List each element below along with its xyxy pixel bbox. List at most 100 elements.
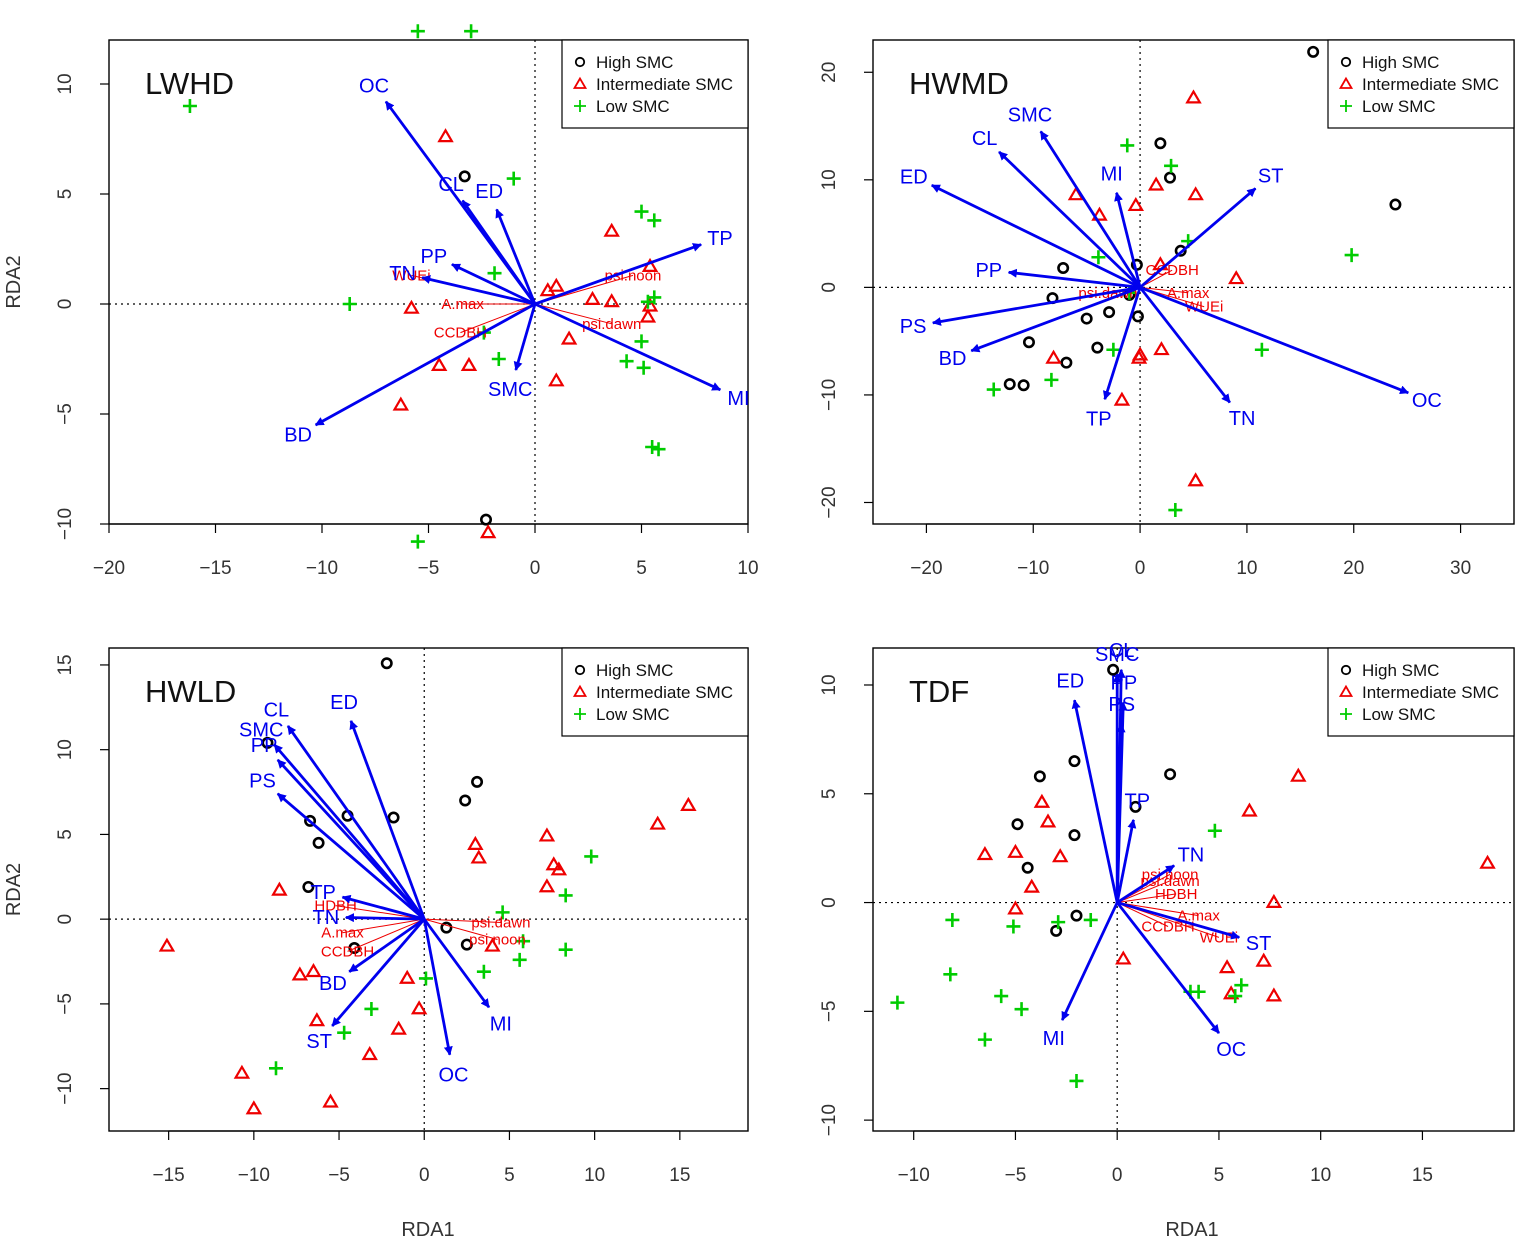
legend-triangle-icon: [1338, 684, 1354, 697]
point-low-smc: [943, 967, 958, 982]
point-low-smc: [1044, 372, 1059, 387]
x-tick-label: 5: [1214, 1165, 1225, 1186]
species-label: CCDBH: [321, 943, 374, 960]
arrow-tp: [534, 243, 702, 306]
point-intermediate-smc: [390, 1020, 407, 1035]
x-tick-label: −15: [199, 558, 231, 579]
species-label: A.max: [1167, 285, 1210, 302]
point-intermediate-smc: [322, 1093, 339, 1108]
point-high-smc: [304, 814, 317, 827]
legend-plus-icon: [574, 708, 586, 720]
arrow-oc: [1116, 901, 1221, 1034]
y-tick-label: 5: [55, 829, 76, 840]
point-intermediate-smc: [539, 282, 556, 297]
y-tick-label: 0: [819, 282, 840, 293]
legend-entry: High SMC: [1362, 53, 1439, 72]
arrow-label-bd: BD: [319, 973, 347, 995]
point-high-smc: [471, 775, 484, 788]
arrow-cl: [998, 150, 1142, 289]
point-low-smc: [619, 354, 634, 369]
arrow-tn: [421, 275, 536, 306]
x-tick-label: −5: [1005, 1165, 1027, 1186]
point-intermediate-smc: [1218, 959, 1236, 974]
point-low-smc: [495, 905, 510, 920]
point-low-smc: [342, 297, 357, 311]
point-intermediate-smc: [1023, 878, 1040, 893]
point-low-smc: [890, 995, 905, 1010]
point-low-smc: [1006, 919, 1021, 934]
point-intermediate-smc: [1187, 186, 1204, 201]
arrow-label-ed: ED: [330, 692, 358, 714]
arrow-label-mi: MI: [490, 1013, 512, 1035]
legend: High SMC Intermediate SMC Low SMC: [1327, 647, 1515, 737]
arrow-label-smc: SMC: [488, 379, 532, 401]
legend-entry: Intermediate SMC: [1362, 683, 1499, 702]
arrow-st: [331, 918, 426, 1027]
panel-title: HWLD: [145, 674, 236, 709]
point-high-smc: [302, 880, 315, 893]
point-high-smc: [1070, 909, 1083, 922]
point-intermediate-smc: [158, 937, 176, 952]
legend-entry: High SMC: [1362, 661, 1439, 680]
point-intermediate-smc: [1153, 341, 1170, 356]
arrow-ps: [1115, 723, 1126, 903]
species-label: psi.dawn: [582, 316, 641, 333]
point-low-smc: [410, 534, 425, 549]
point-low-smc: [1014, 1002, 1029, 1017]
legend-box: [1327, 39, 1515, 129]
point-intermediate-smc: [976, 846, 994, 861]
point-low-smc: [516, 934, 531, 949]
arrow-label-tp: TP: [1086, 408, 1112, 430]
species-label: psi.noon: [605, 267, 662, 284]
point-intermediate-smc: [305, 963, 322, 978]
legend-box: [561, 647, 749, 737]
species-vector: [347, 918, 425, 952]
point-high-smc: [1050, 924, 1063, 937]
y-tick-label: −10: [55, 1073, 76, 1105]
arrow-pp: [451, 263, 536, 306]
point-intermediate-smc: [641, 257, 659, 272]
panel-hwmd: −20−100102030−20−1001020HWMDCCDBHpsi.daw…: [819, 39, 1515, 579]
arrow-smc: [1039, 130, 1142, 289]
point-intermediate-smc: [560, 330, 578, 345]
arrow-pp: [1007, 268, 1141, 289]
point-intermediate-smc: [1265, 987, 1283, 1002]
x-tick-label: −15: [153, 1165, 185, 1186]
point-low-smc: [1344, 248, 1359, 263]
point-low-smc: [1191, 984, 1206, 999]
point-low-smc: [636, 360, 651, 375]
point-high-smc: [1021, 861, 1034, 874]
point-intermediate-smc: [603, 222, 620, 237]
point-high-smc: [348, 941, 361, 954]
arrow-label-ps: PS: [900, 316, 927, 338]
legend-entry: Low SMC: [596, 705, 670, 724]
arrow-oc: [422, 918, 453, 1056]
x-tick-label: −10: [238, 1165, 270, 1186]
point-low-smc: [1234, 978, 1249, 993]
point-intermediate-smc: [1115, 950, 1132, 965]
point-low-smc: [977, 1032, 992, 1047]
arrow-label-oc: OC: [439, 1064, 469, 1086]
arrow-label-oc: OC: [359, 75, 389, 97]
point-intermediate-smc: [467, 835, 484, 850]
point-intermediate-smc: [291, 966, 309, 981]
y-tick-label: 0: [55, 299, 76, 310]
point-intermediate-smc: [1091, 206, 1108, 221]
species-vector: [424, 918, 498, 940]
point-high-smc: [1131, 310, 1144, 323]
arrow-label-tn: TN: [313, 907, 340, 929]
point-intermediate-smc: [392, 396, 410, 411]
point-low-smc: [945, 912, 960, 927]
arrow-label-tp: TP: [310, 882, 336, 904]
point-high-smc: [1057, 262, 1070, 275]
arrow-bd: [314, 302, 536, 427]
x-tick-label: −20: [93, 558, 125, 579]
point-low-smc: [1106, 342, 1121, 357]
arrow-label-oc: OC: [1216, 1039, 1246, 1061]
arrow-label-bd: BD: [939, 348, 967, 370]
point-intermediate-smc: [410, 1000, 428, 1015]
panel-title: LWHD: [145, 66, 234, 101]
x-axis-label-right: RDA1: [1165, 1219, 1218, 1241]
arrow-cl: [461, 199, 537, 305]
